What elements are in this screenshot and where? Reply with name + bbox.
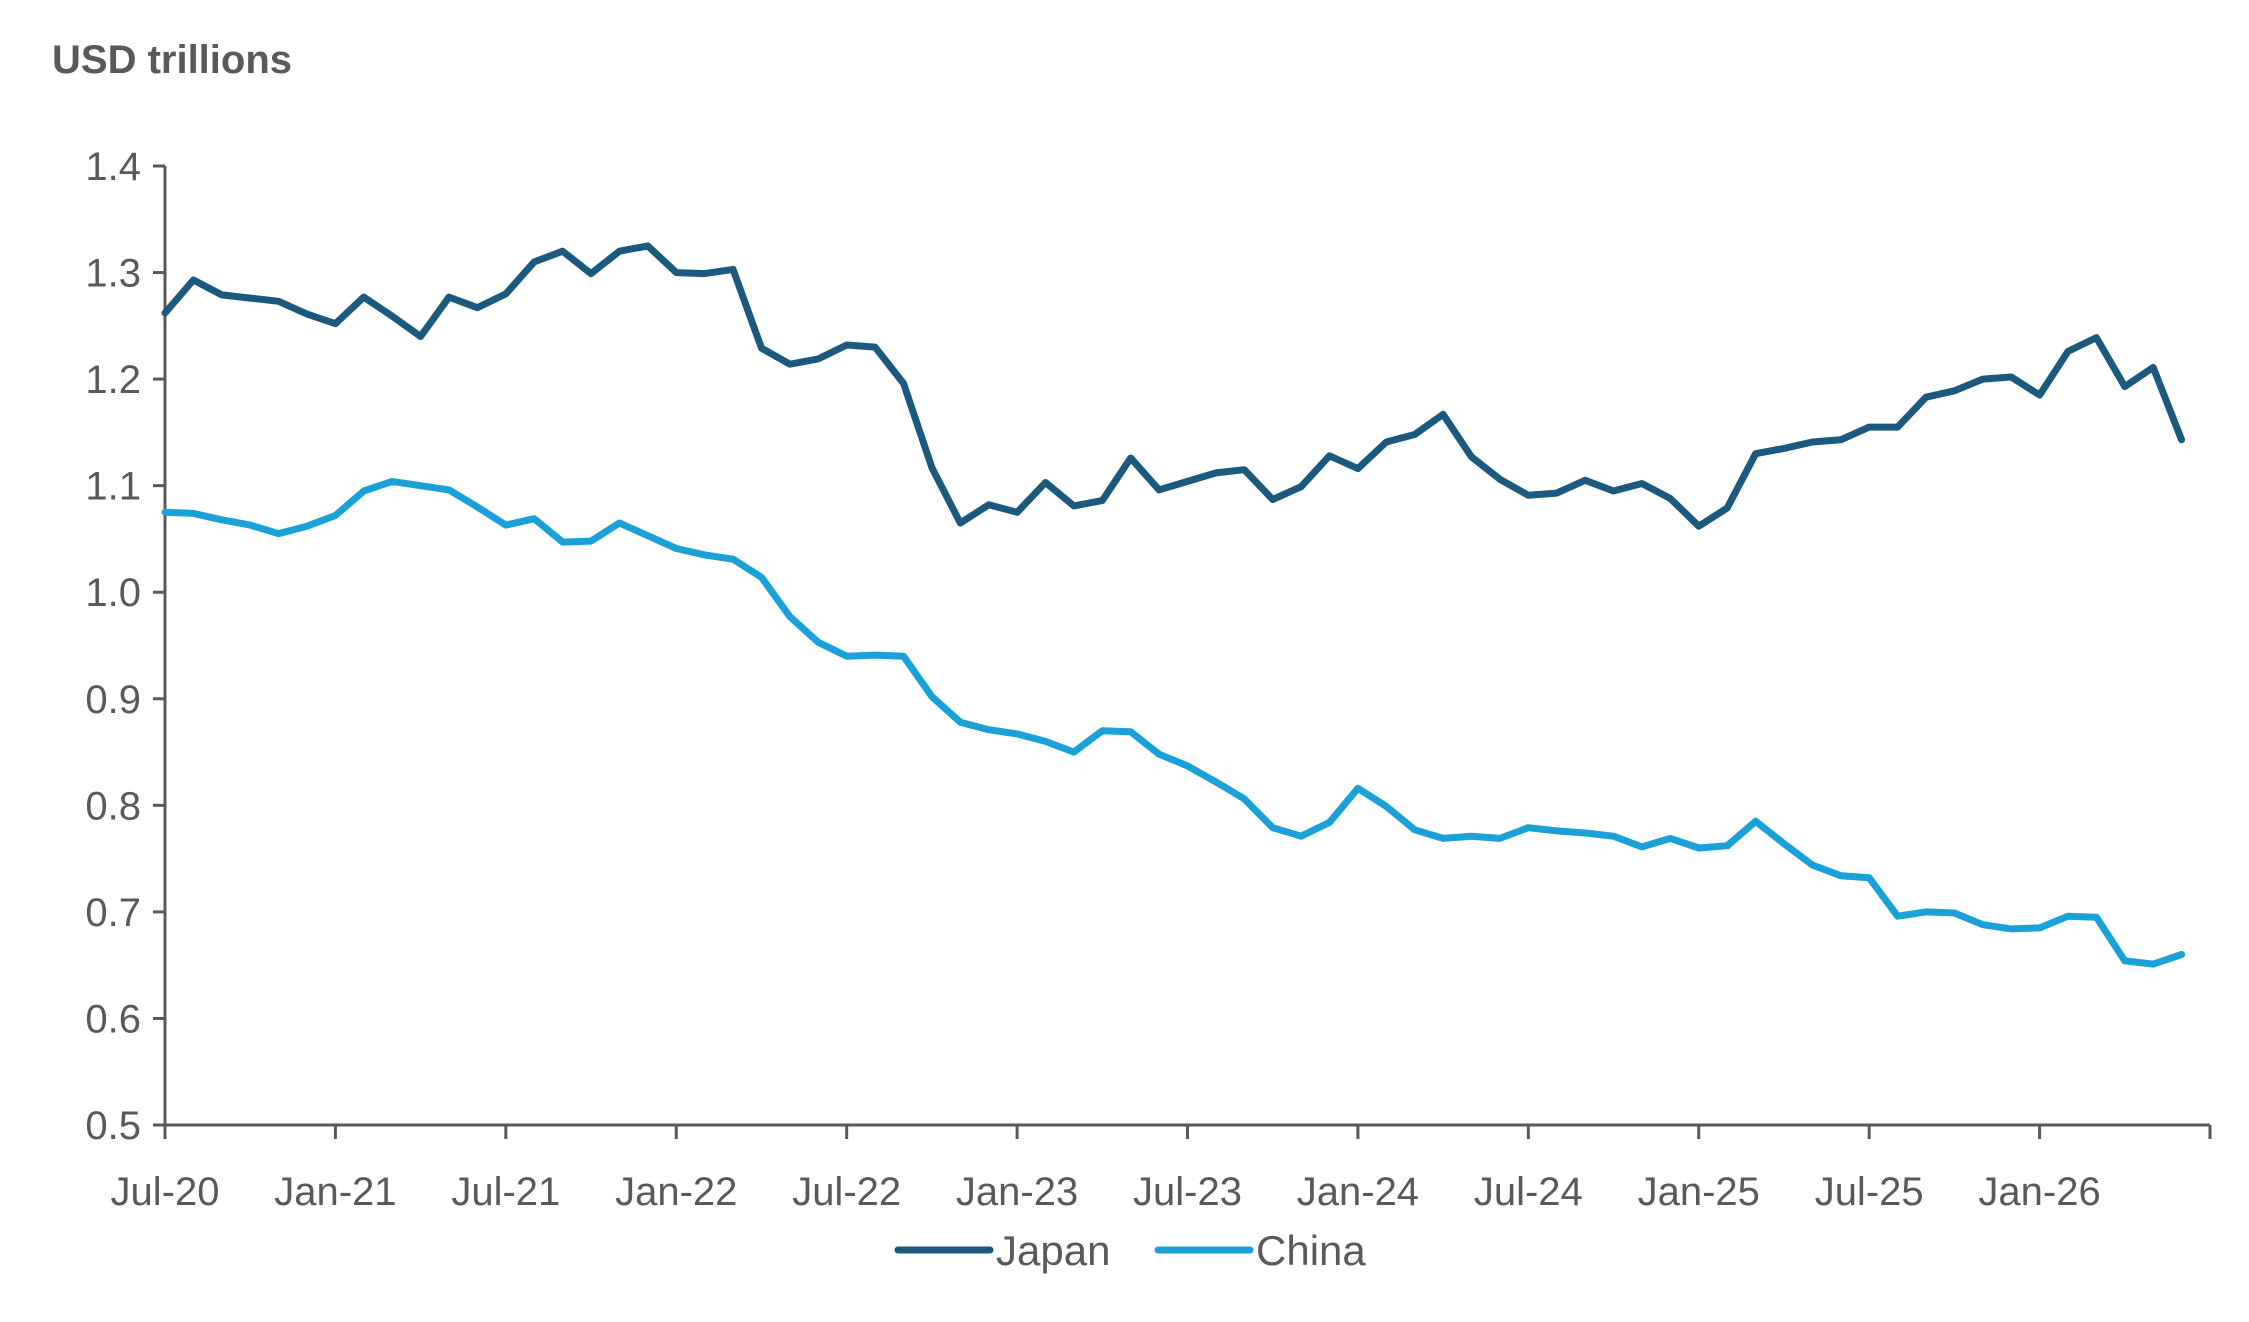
x-tick-label: Jan-23 [956,1170,1078,1214]
y-tick-label: 1.4 [85,145,141,189]
y-tick-label: 1.0 [85,571,141,615]
x-tick-label: Jul-23 [1133,1170,1242,1214]
x-tick-label: Jan-25 [1638,1170,1760,1214]
x-tick-label: Jan-21 [274,1170,396,1214]
y-tick-label: 0.6 [85,997,141,1041]
y-tick-label: 0.9 [85,678,141,722]
y-tick-label: 1.2 [85,358,141,402]
y-tick-label: 1.1 [85,465,141,509]
series-line-china [161,477,2186,968]
x-tick-label: Jul-21 [451,1170,560,1214]
y-tick-label: 1.3 [85,252,141,296]
x-tick-label: Jan-26 [1978,1170,2100,1214]
series-lines [161,242,2186,968]
y-tick-label: 0.7 [85,891,141,935]
legend-label-japan: Japan [996,1227,1110,1274]
x-tick-label: Jul-22 [792,1170,901,1214]
x-tick-label: Jul-24 [1474,1170,1583,1214]
x-tick-label: Jan-24 [1297,1170,1419,1214]
y-axis: 0.5 0.6 0.7 0.8 0.9 1.0 1.1 1.2 1.3 1.4 [85,145,167,1148]
x-tick-label: Jan-22 [615,1170,737,1214]
y-tick-label: 0.5 [85,1104,141,1148]
y-tick-label: 0.8 [85,784,141,828]
y-axis-label: USD trillions [52,38,292,82]
legend: Japan China [894,1227,1366,1274]
x-axis: Jul-20 Jan-21 Jul-21 Jan-22 Jul-22 Jan-23 Jul-… [111,1123,2212,1214]
x-tick-label: Jul-25 [1815,1170,1924,1214]
legend-label-china: China [1256,1227,1366,1274]
series-line-japan [161,242,2186,530]
x-tick-label: Jul-20 [111,1170,220,1214]
